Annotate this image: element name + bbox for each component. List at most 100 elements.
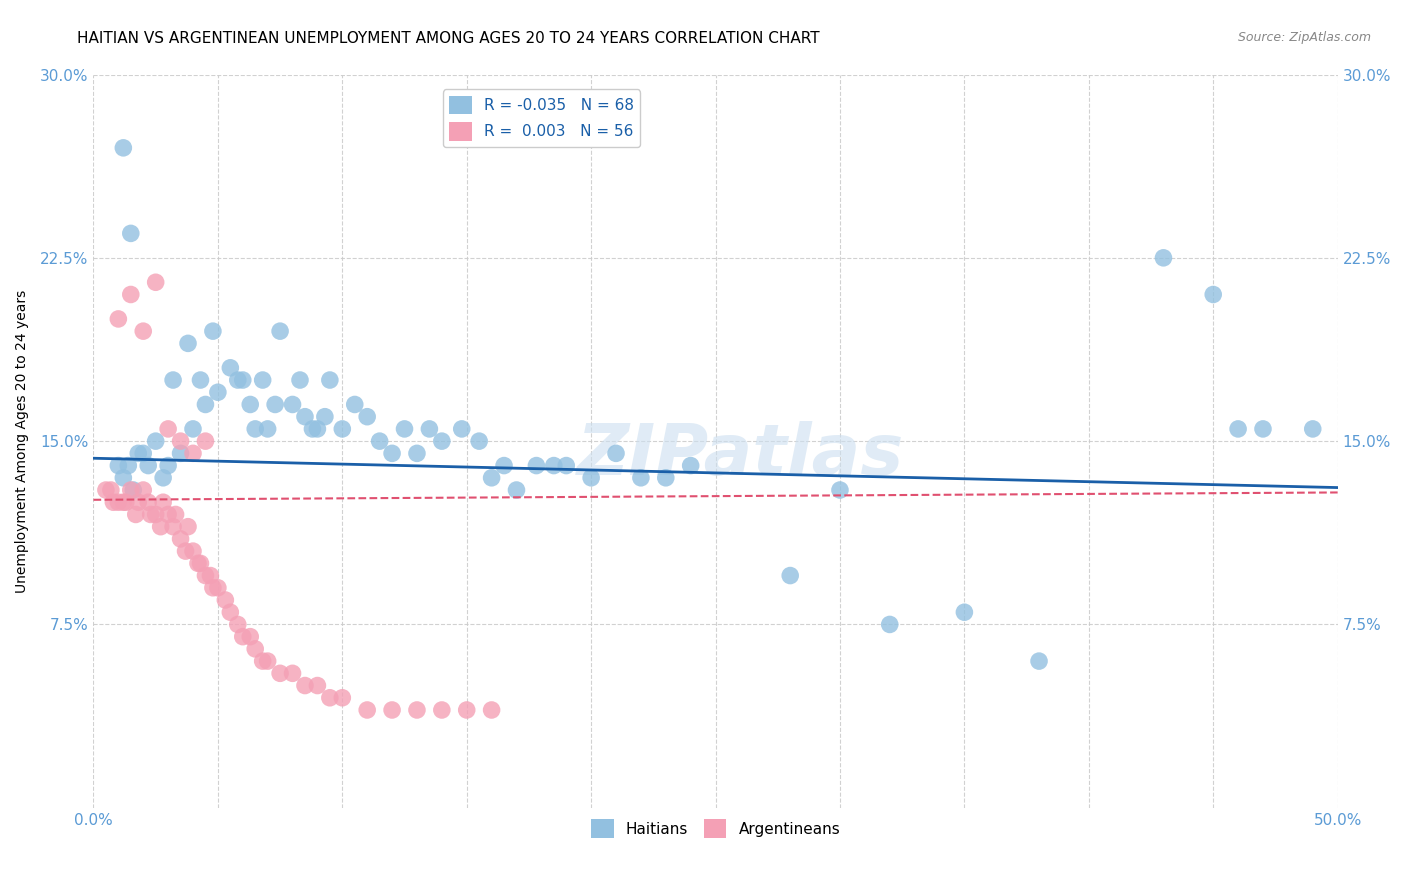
Point bbox=[492, 458, 515, 473]
Point bbox=[152, 495, 174, 509]
Point bbox=[1251, 422, 1274, 436]
Point bbox=[319, 373, 342, 387]
Point bbox=[107, 458, 129, 473]
Point bbox=[1202, 287, 1225, 301]
Point bbox=[543, 458, 565, 473]
Point bbox=[481, 471, 503, 485]
Point bbox=[381, 446, 404, 460]
Point bbox=[177, 336, 200, 351]
Point bbox=[294, 409, 316, 424]
Point bbox=[194, 397, 217, 411]
Point bbox=[418, 422, 440, 436]
Point bbox=[219, 605, 242, 619]
Point bbox=[232, 630, 254, 644]
Point bbox=[406, 446, 429, 460]
Point bbox=[779, 568, 801, 582]
Point bbox=[655, 471, 678, 485]
Point bbox=[252, 373, 274, 387]
Text: HAITIAN VS ARGENTINEAN UNEMPLOYMENT AMONG AGES 20 TO 24 YEARS CORRELATION CHART: HAITIAN VS ARGENTINEAN UNEMPLOYMENT AMON… bbox=[77, 31, 820, 46]
Legend: Haitians, Argentineans: Haitians, Argentineans bbox=[585, 814, 846, 844]
Point bbox=[162, 519, 184, 533]
Point bbox=[112, 141, 135, 155]
Point bbox=[190, 373, 212, 387]
Point bbox=[1302, 422, 1324, 436]
Point bbox=[190, 557, 212, 571]
Text: Source: ZipAtlas.com: Source: ZipAtlas.com bbox=[1237, 31, 1371, 45]
Point bbox=[505, 483, 527, 497]
Point bbox=[174, 544, 197, 558]
Point bbox=[579, 471, 602, 485]
Point bbox=[120, 287, 142, 301]
Point bbox=[149, 519, 172, 533]
Point bbox=[94, 483, 117, 497]
Point bbox=[679, 458, 702, 473]
Point bbox=[468, 434, 491, 449]
Point bbox=[281, 666, 304, 681]
Point bbox=[122, 483, 145, 497]
Point bbox=[381, 703, 404, 717]
Point bbox=[256, 654, 278, 668]
Point bbox=[125, 508, 148, 522]
Point bbox=[162, 373, 184, 387]
Point bbox=[139, 508, 162, 522]
Point bbox=[526, 458, 548, 473]
Point bbox=[200, 568, 222, 582]
Point bbox=[394, 422, 416, 436]
Point bbox=[879, 617, 901, 632]
Point bbox=[314, 409, 336, 424]
Point bbox=[828, 483, 851, 497]
Point bbox=[201, 324, 224, 338]
Point bbox=[132, 324, 155, 338]
Point bbox=[307, 679, 329, 693]
Point bbox=[330, 690, 353, 705]
Point bbox=[181, 422, 204, 436]
Point bbox=[239, 630, 262, 644]
Point bbox=[120, 227, 142, 241]
Point bbox=[145, 434, 167, 449]
Point bbox=[226, 617, 249, 632]
Point bbox=[181, 544, 204, 558]
Point bbox=[169, 532, 191, 546]
Point bbox=[157, 422, 180, 436]
Point bbox=[132, 446, 155, 460]
Point bbox=[136, 495, 159, 509]
Point bbox=[256, 422, 278, 436]
Point bbox=[181, 446, 204, 460]
Point bbox=[450, 422, 472, 436]
Point bbox=[107, 495, 129, 509]
Point bbox=[169, 446, 191, 460]
Point bbox=[157, 458, 180, 473]
Point bbox=[157, 508, 180, 522]
Point bbox=[100, 483, 122, 497]
Point bbox=[219, 360, 242, 375]
Point bbox=[207, 581, 229, 595]
Point bbox=[301, 422, 323, 436]
Point bbox=[132, 483, 155, 497]
Point bbox=[165, 508, 187, 522]
Point bbox=[187, 557, 209, 571]
Y-axis label: Unemployment Among Ages 20 to 24 years: Unemployment Among Ages 20 to 24 years bbox=[15, 290, 30, 593]
Point bbox=[120, 483, 142, 497]
Point bbox=[356, 703, 378, 717]
Point bbox=[114, 495, 136, 509]
Point bbox=[456, 703, 478, 717]
Point bbox=[152, 471, 174, 485]
Point bbox=[288, 373, 311, 387]
Point bbox=[953, 605, 976, 619]
Point bbox=[269, 666, 291, 681]
Point bbox=[368, 434, 391, 449]
Point bbox=[239, 397, 262, 411]
Point bbox=[406, 703, 429, 717]
Point bbox=[112, 495, 135, 509]
Point bbox=[177, 519, 200, 533]
Point bbox=[356, 409, 378, 424]
Point bbox=[226, 373, 249, 387]
Point bbox=[136, 458, 159, 473]
Point bbox=[127, 446, 149, 460]
Point bbox=[127, 495, 149, 509]
Point bbox=[194, 434, 217, 449]
Point bbox=[1152, 251, 1174, 265]
Point bbox=[103, 495, 125, 509]
Point bbox=[207, 385, 229, 400]
Point bbox=[107, 312, 129, 326]
